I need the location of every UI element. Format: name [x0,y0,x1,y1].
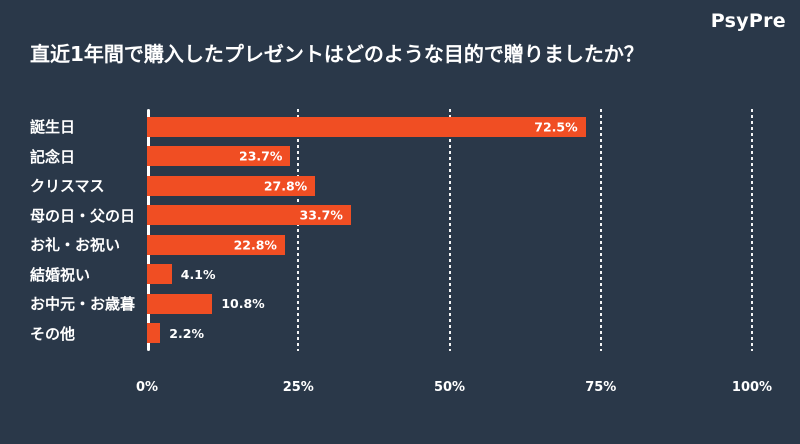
chart-row: お礼・お祝い 22.8% [30,230,752,260]
gridline [297,109,300,351]
value-label: 33.7% [299,207,343,223]
chart-row: 結婚祝い 4.1% [30,260,752,290]
chart-row: お中元・お歳暮 10.8% [30,289,752,319]
category-label: 結婚祝い [30,265,91,284]
gridline [599,109,602,351]
bar: 23.7% [147,146,291,167]
chart-rows: 誕生日 72.5% 記念日 23.7% クリスマス 27.8% 母の日・父の日 33.7% お礼… [30,112,752,348]
bar-track: 2.2% [147,323,752,344]
bar-track: 23.7% [147,146,752,167]
bar: 22.8% [147,234,285,255]
category-label: お礼・お祝い [30,236,121,255]
chart-row: 記念日 23.7% [30,142,752,172]
category-label: クリスマス [30,177,105,196]
value-label: 2.2% [169,325,204,341]
category-label: お中元・お歳暮 [30,295,136,314]
x-axis-tick: 100% [731,380,773,395]
chart-title: 直近1年間で購入したプレゼントはどのような目的で贈りましたか？ [30,42,644,66]
bar [147,293,213,314]
value-label: 22.8% [233,237,277,253]
category-label: その他 [30,324,76,343]
chart-row: 誕生日 72.5% [30,112,752,142]
bar [147,264,172,285]
value-label: 27.8% [263,178,308,194]
value-label: 72.5% [534,119,578,135]
x-axis: 0% 25% 50% 75% 100% [136,380,772,400]
bar-track: 4.1% [147,264,752,285]
bar: 27.8% [147,175,316,196]
bar-track: 33.7% [147,205,752,226]
category-label: 記念日 [30,147,76,166]
value-label: 10.8% [221,296,265,312]
bar-track: 27.8% [147,175,752,196]
psypre-logo: PsyPre [710,10,786,32]
gridline [751,109,753,351]
value-label: 23.7% [239,148,283,164]
gridline [448,109,451,351]
bar-track: 72.5% [147,116,752,137]
chart-row: 母の日・父の日 33.7% [30,201,752,231]
category-label: 母の日・父の日 [30,206,136,225]
bar-chart: 誕生日 72.5% 記念日 23.7% クリスマス 27.8% 母の日・父の日 33.7% お礼… [30,109,753,351]
grid-layer [147,109,753,351]
x-axis-tick: 25% [282,380,314,395]
bar-track: 22.8% [147,234,752,255]
bar: 33.7% [147,205,351,226]
bar: 72.5% [147,116,586,137]
x-axis-tick: 50% [433,380,466,395]
bar-track: 10.8% [147,293,752,314]
bar [147,323,161,344]
chart-row: その他 2.2% [30,319,752,349]
y-axis-line [147,109,150,351]
value-label: 4.1% [180,266,216,282]
x-axis-tick: 75% [585,380,617,395]
chart-row: クリスマス 27.8% [30,171,752,201]
category-label: 誕生日 [30,118,76,137]
x-axis-tick: 0% [135,380,159,395]
